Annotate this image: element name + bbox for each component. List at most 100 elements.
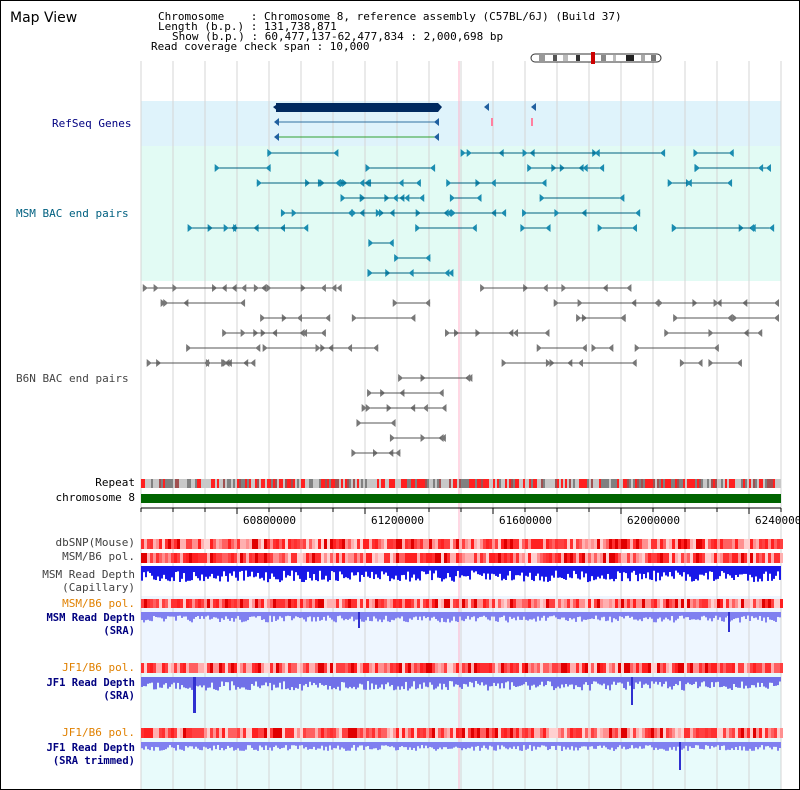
heat-cell [519,539,522,549]
heat-cell [753,553,756,563]
heat-cell [753,539,756,549]
read-depth-bar [173,612,175,617]
heat-cell [366,553,369,563]
heat-cell [186,539,189,549]
heat-cell [477,728,480,738]
repeat-segment [455,479,457,488]
read-depth-bar [477,742,479,746]
heat-cell [588,599,591,608]
read-depth-bar [557,566,559,578]
read-depth-bar [473,742,475,751]
heat-cell [492,728,495,738]
heat-cell [534,539,537,549]
repeat-segment [591,479,593,488]
heat-cell [282,539,285,549]
read-depth-bar [465,677,467,685]
read-depth-bar [279,677,281,683]
read-depth-bar [351,742,353,748]
heat-cell [699,553,702,563]
read-depth-bar [605,742,607,748]
repeat-segment [215,479,217,488]
bac-end-arrow [450,209,456,217]
bac-end-arrow [545,359,551,367]
read-depth-bar [417,566,419,579]
read-depth-bar [543,677,545,687]
read-depth-bar [377,566,379,578]
heat-cell [567,663,570,673]
heat-cell [774,539,777,549]
heat-cell [522,553,525,563]
read-depth-bar [361,566,363,575]
heat-cell [309,599,312,608]
read-depth-bar [649,742,651,746]
read-depth-bar [567,566,569,574]
read-depth-bar [469,566,471,580]
read-depth-bar [461,677,463,689]
repeat-segment [429,479,431,488]
heat-cell [144,553,147,563]
heat-cell [402,599,405,608]
repeat-segment [315,479,317,488]
heat-cell [195,599,198,608]
read-depth-bar [515,742,517,750]
heat-cell [744,553,747,563]
heat-cell [645,728,648,738]
repeat-segment [171,479,173,488]
heat-cell [618,553,621,563]
heat-cell [561,553,564,563]
read-depth-bar [673,677,675,687]
heat-cell [585,663,588,673]
read-depth-bar [533,742,535,747]
heat-cell [384,728,387,738]
read-depth-bar [681,566,683,577]
read-depth-bar [199,612,201,619]
read-depth-bar [447,566,449,574]
read-depth-bar [289,677,291,691]
read-depth-bar [619,742,621,746]
heat-cell [753,599,756,608]
bac-end-arrow [214,164,220,172]
heat-cell [744,663,747,673]
read-depth-bar [577,566,579,579]
heat-cell [696,663,699,673]
heat-cell [273,599,276,608]
heat-cell [780,663,783,673]
read-depth-bar [377,677,379,689]
read-depth-bar [495,566,497,576]
repeat-segment [339,479,341,488]
read-depth-bar [701,742,703,749]
read-depth-bar [717,742,719,746]
read-depth-bar [199,677,201,686]
repeat-segment [679,479,681,488]
repeat-segment [167,479,169,488]
read-depth-bar [629,742,631,749]
read-depth-bar [297,677,299,689]
heat-cell [624,728,627,738]
read-depth-bar [379,742,381,750]
heat-cell [708,728,711,738]
read-depth-bar [731,612,733,621]
repeat-segment [305,479,307,488]
read-depth-bar [347,612,349,620]
read-depth-bar [677,566,679,573]
read-depth-bar [447,612,449,619]
read-depth-bar [391,742,393,747]
repeat-segment [683,479,685,488]
heat-cell [600,553,603,563]
heat-cell [396,599,399,608]
repeat-segment [611,479,613,488]
bac-end-arrow [591,344,597,352]
repeat-segment [273,479,275,488]
read-depth-bar [509,742,511,748]
heat-cell [495,553,498,563]
read-depth-bar [307,677,309,688]
repeat-segment [605,479,607,488]
read-depth-bar [257,612,259,617]
read-depth-bar [597,677,599,684]
read-depth-bar [211,612,213,619]
read-depth-bar [313,612,315,618]
heat-cell [318,728,321,738]
heat-cell [693,539,696,549]
